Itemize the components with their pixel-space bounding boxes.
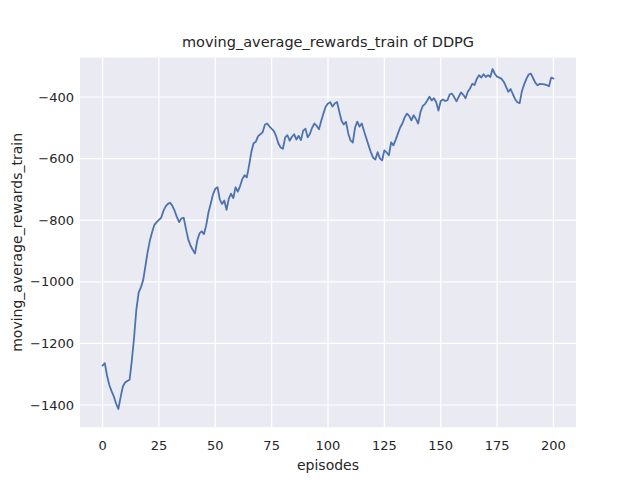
x-tick-label: 0 — [98, 438, 106, 453]
y-tick-label: −1000 — [30, 274, 74, 289]
y-tick-label: −400 — [38, 90, 74, 105]
y-tick-label: −1400 — [30, 398, 74, 413]
y-axis-label: moving_average_rewards_train — [9, 133, 25, 352]
x-tick-label: 100 — [316, 438, 341, 453]
x-tick-label: 150 — [428, 438, 453, 453]
x-tick-label: 175 — [485, 438, 510, 453]
x-tick-label: 25 — [151, 438, 168, 453]
x-axis-label: episodes — [297, 457, 359, 473]
figure-canvas: 0 25 50 75 100 125 150 175 200 −400 −600 −800 −1000… — [0, 0, 640, 480]
y-axis-tick-labels: −400 −600 −800 −1000 −1200 −1400 — [30, 90, 74, 413]
x-tick-label: 50 — [207, 438, 224, 453]
chart-title: moving_average_rewards_train of DDPG — [182, 34, 474, 50]
y-tick-label: −1200 — [30, 336, 74, 351]
y-tick-label: −800 — [38, 213, 74, 228]
x-tick-label: 125 — [372, 438, 397, 453]
x-tick-label: 200 — [541, 438, 566, 453]
y-tick-label: −600 — [38, 151, 74, 166]
line-chart: 0 25 50 75 100 125 150 175 200 −400 −600 −800 −1000… — [0, 0, 640, 480]
x-axis-tick-labels: 0 25 50 75 100 125 150 175 200 — [98, 438, 565, 453]
x-tick-label: 75 — [263, 438, 280, 453]
